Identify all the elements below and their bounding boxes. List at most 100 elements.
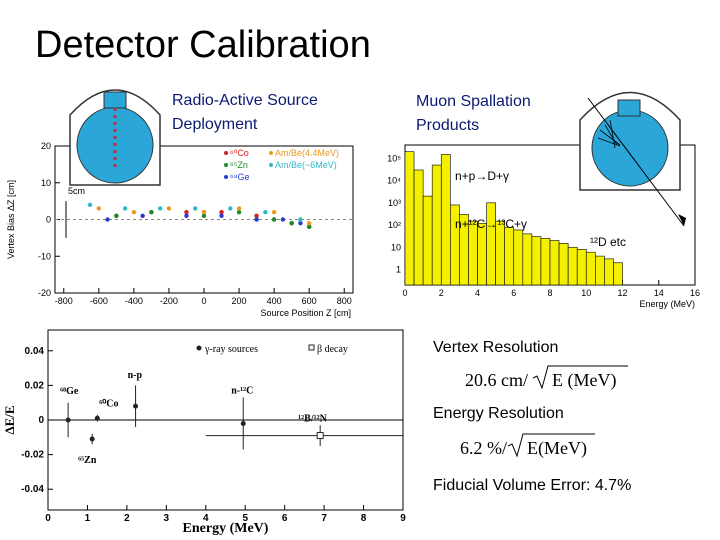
legend-label: γ-ray sources [204, 344, 258, 355]
data-point [89, 436, 95, 442]
histogram-bar [531, 236, 542, 286]
data-point [271, 217, 277, 222]
y-tick-label: 0.02 [25, 380, 45, 391]
x-tick-label: 12 [617, 288, 627, 298]
histogram-bar [558, 243, 569, 286]
histogram-bar [522, 233, 533, 286]
x-tick-label: 5 [242, 513, 248, 524]
data-point [149, 209, 154, 215]
x-tick-label: 0 [201, 296, 206, 306]
x-axis-label: Source Position Z [cm] [260, 308, 351, 318]
data-point [157, 206, 163, 211]
data-point [228, 206, 233, 211]
data-point [166, 206, 172, 211]
histogram-bar [486, 202, 496, 286]
y-axis-label: ΔE/E [2, 405, 17, 434]
detector-icons [69, 89, 686, 227]
section-heading: Deployment [172, 116, 258, 133]
x-tick-label: 200 [232, 296, 247, 306]
energy-label: Energy Resolution [433, 405, 564, 422]
y-tick-label: 20 [41, 141, 51, 151]
section-heading: Radio-Active Source [172, 92, 318, 109]
sqrt-sign [532, 365, 628, 390]
x-tick-label: 0 [402, 288, 407, 298]
data-point [94, 415, 100, 421]
annotation: n+¹²C→¹³C+γ [455, 217, 527, 231]
legend-marker [224, 151, 228, 155]
x-axis-label: Energy (MeV) [183, 521, 269, 536]
data-point [201, 213, 207, 219]
annotation: n+p→D+γ [455, 169, 509, 183]
legend-marker [224, 163, 228, 167]
point-label: n-p [128, 370, 143, 381]
data-point [105, 217, 110, 222]
legend-label: ⁶⁵Zn [230, 160, 248, 170]
x-tick-label: -400 [125, 296, 143, 306]
x-tick-label: 4 [203, 513, 209, 524]
data-point [289, 220, 294, 226]
data-point [240, 420, 246, 426]
histogram-bar [477, 222, 487, 286]
point-label: ¹²B/¹²N [298, 414, 327, 425]
shower [597, 119, 621, 149]
legend-marker [196, 345, 202, 351]
histogram-bar [567, 246, 578, 286]
x-axis-label: Energy (MeV) [639, 299, 695, 309]
muon-track [587, 97, 685, 227]
histogram-bar [513, 229, 524, 286]
x-tick-label: -200 [160, 296, 178, 306]
annotation: ¹²D etc [590, 235, 626, 249]
point-label: n-¹²C [231, 385, 253, 396]
data-point [219, 209, 224, 215]
x-tick-label: 4 [475, 288, 480, 298]
legend-label: ⁶⁸Ge [230, 172, 250, 182]
data-point [201, 209, 207, 215]
legend-label: β decay [317, 344, 348, 355]
histogram-bar [613, 262, 623, 286]
x-tick-label: 10 [581, 288, 591, 298]
x-tick-label: 800 [337, 296, 352, 306]
legend-label: ⁶⁰Co [230, 148, 249, 158]
y-tick-label: -20 [38, 288, 51, 298]
data-point [219, 213, 224, 219]
histogram-bar [504, 226, 515, 286]
legend-label: Am/Be(~6MeV) [275, 160, 337, 170]
data-point [280, 217, 286, 222]
x-tick-label: 400 [267, 296, 282, 306]
plots: -800 -600 -400 -200 0 200 400 600 800-20-1001020… [2, 141, 700, 536]
x-tick-label: 8 [547, 288, 552, 298]
data-point [184, 209, 189, 215]
data-point [193, 206, 198, 211]
x-tick-label: 14 [654, 288, 664, 298]
detector-sphere [591, 109, 669, 187]
x-tick-label: 9 [400, 513, 406, 524]
data-point [140, 213, 145, 219]
data-point [316, 432, 324, 440]
x-tick-label: 3 [164, 513, 170, 524]
sqrt-sign [507, 433, 595, 458]
histogram-bar [576, 249, 587, 286]
y-tick-label: 0 [46, 215, 51, 225]
histogram-bar [431, 164, 442, 286]
data-point [96, 206, 102, 211]
histogram-bar [604, 258, 614, 286]
section-heading: Muon Spallation [416, 93, 531, 110]
data-point [236, 209, 242, 215]
formula-coefficient: 6.2 %/ [460, 438, 507, 458]
point-label: ⁶⁸Ge [60, 386, 79, 397]
y-tick-label: 1 [396, 264, 401, 274]
y-tick-label: -0.02 [21, 450, 44, 461]
x-tick-label: 1 [85, 513, 91, 524]
histogram-bar [585, 251, 596, 286]
data-point [236, 206, 242, 211]
annotation: 5cm [68, 186, 85, 196]
point-label: ⁶⁵Zn [78, 455, 97, 466]
data-point [184, 213, 189, 219]
y-tick-label: 0 [38, 415, 44, 426]
data-point [306, 224, 312, 230]
section-heading: Products [416, 117, 479, 134]
x-tick-label: 16 [690, 288, 700, 298]
data-point [254, 217, 259, 222]
data-point [298, 217, 303, 222]
